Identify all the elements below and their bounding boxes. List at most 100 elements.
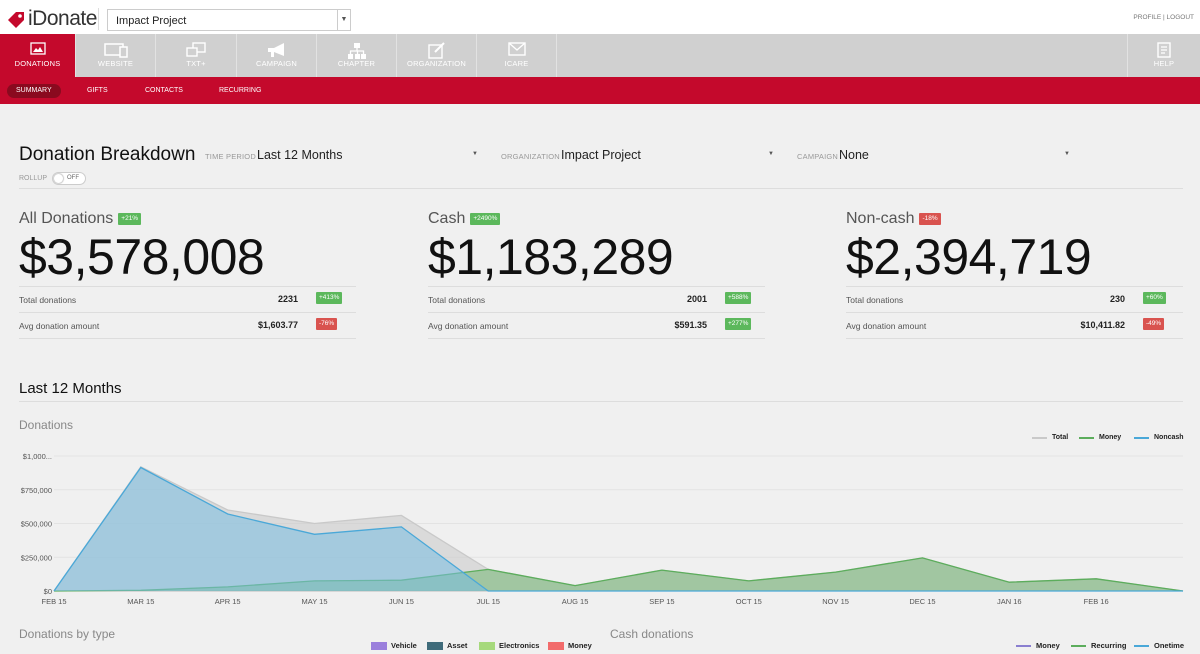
line-noncash xyxy=(53,466,1183,592)
x-tick-label: FEB 16 xyxy=(1084,597,1109,606)
page-title: Donation Breakdown xyxy=(19,144,196,165)
subnav-gifts[interactable]: GIFTS xyxy=(87,87,108,94)
nav-website[interactable]: WEBSITE xyxy=(76,34,156,77)
legend-noncash[interactable]: Noncash xyxy=(1134,434,1184,441)
row-divider xyxy=(19,338,356,339)
chevron-down-icon: ▼ xyxy=(768,151,774,157)
divider xyxy=(19,188,1183,189)
logo-tag-icon xyxy=(6,9,26,29)
organization-select[interactable]: Impact Project xyxy=(561,148,641,162)
rollup-label: ROLLUP xyxy=(19,175,48,182)
row-value: $10,411.82 xyxy=(1080,320,1125,330)
time-period-select[interactable]: Last 12 Months xyxy=(257,148,343,162)
divider xyxy=(98,8,99,30)
row-badge: +60% xyxy=(1143,292,1166,304)
legend-total[interactable]: Total xyxy=(1032,434,1068,441)
nav-chapter[interactable]: CHAPTER xyxy=(317,34,397,77)
subnav-recurring[interactable]: RECURRING xyxy=(219,87,262,94)
nav-label: TXT+ xyxy=(186,59,206,68)
nav-txt[interactable]: TXT+ xyxy=(156,34,237,77)
row-divider xyxy=(846,338,1183,339)
nav-icare[interactable]: ICARE xyxy=(477,34,557,77)
subnav-contacts[interactable]: CONTACTS xyxy=(145,87,183,94)
document-icon xyxy=(1157,42,1171,60)
legend-money-type[interactable]: Money xyxy=(548,641,592,650)
hierarchy-icon xyxy=(347,42,367,62)
legend-swatch xyxy=(1134,644,1149,647)
row-label: Total donations xyxy=(19,295,77,305)
row-label: Avg donation amount xyxy=(428,321,509,331)
x-tick-label: NOV 15 xyxy=(822,597,849,606)
nav-organization[interactable]: ORGANIZATION xyxy=(397,34,477,77)
chevron-down-icon: ▼ xyxy=(1064,151,1070,157)
legend-swatch xyxy=(371,641,387,650)
legend-cash-money[interactable]: Money xyxy=(1016,641,1060,650)
row-label: Avg donation amount xyxy=(19,321,100,331)
campaign-select[interactable]: None xyxy=(839,148,869,162)
x-tick-label: AUG 15 xyxy=(562,597,589,606)
subnav-summary[interactable]: SUMMARY xyxy=(7,84,61,98)
rollup: ROLLUP OFF xyxy=(19,172,87,185)
legend-money[interactable]: Money xyxy=(1079,434,1121,441)
legend-electronics[interactable]: Electronics xyxy=(479,641,539,650)
legend-swatch xyxy=(1079,436,1094,439)
legend-label: Recurring xyxy=(1091,641,1127,650)
legend-label: Vehicle xyxy=(391,641,417,650)
stat-amount: $2,394,719 xyxy=(846,229,1092,285)
row-value: 230 xyxy=(1109,294,1125,304)
y-tick-label: $500,000 xyxy=(21,520,52,529)
row-value: 2231 xyxy=(277,294,298,304)
x-tick-label: MAR 15 xyxy=(127,597,154,606)
nav-donations[interactable]: DONATIONS xyxy=(0,34,76,77)
row-badge: -76% xyxy=(316,318,338,330)
total-donations-row: Total donations 2231 +413% xyxy=(19,286,356,312)
megaphone-icon xyxy=(266,42,288,60)
main-nav: DONATIONS WEBSITE TXT+ CAMPAIGN CHAPTER … xyxy=(0,34,1200,77)
area-noncash xyxy=(54,467,1183,591)
row-divider xyxy=(428,338,765,339)
rollup-toggle[interactable]: OFF xyxy=(52,172,87,185)
legend-vehicle[interactable]: Vehicle xyxy=(371,641,417,650)
logo[interactable]: iDonate xyxy=(6,6,97,32)
legend-swatch xyxy=(427,641,443,650)
devices-icon xyxy=(103,42,129,60)
profile-link[interactable]: PROFILE xyxy=(1133,14,1162,21)
donations-chart: $0 $250,000 $500,000 $750,000 $1,000... FEB 1… xyxy=(21,452,1184,606)
project-select[interactable]: Impact Project ▼ xyxy=(107,9,351,31)
nav-help[interactable]: HELP xyxy=(1127,34,1200,77)
chat-icon xyxy=(186,42,206,62)
main-content: Donation Breakdown TIME PERIOD Last 12 M… xyxy=(0,104,1200,654)
legend-label: Total xyxy=(1052,434,1069,441)
x-tick-label: APR 15 xyxy=(215,597,241,606)
row-value: $591.35 xyxy=(674,320,707,330)
row-badge: -49% xyxy=(1143,318,1165,330)
legend-label: Money xyxy=(568,641,592,650)
x-tick-label: JUL 15 xyxy=(476,597,500,606)
stat-non-cash: Non-cash -18% $2,394,719 Total donations 2… xyxy=(846,210,1183,339)
logout-link[interactable]: LOGOUT xyxy=(1166,14,1194,21)
logo-text: iDonate xyxy=(28,7,97,30)
row-label: Total donations xyxy=(846,295,904,305)
avg-donation-row: Avg donation amount $1,603.77 -76% xyxy=(19,312,356,338)
nav-campaign[interactable]: CAMPAIGN xyxy=(237,34,317,77)
mail-icon xyxy=(507,42,526,58)
y-tick-label: $250,000 xyxy=(21,553,52,562)
nav-label: DONATIONS xyxy=(14,59,61,68)
separator: | xyxy=(1161,14,1167,21)
legend-asset[interactable]: Asset xyxy=(427,641,467,650)
chevron-down-icon: ▼ xyxy=(472,151,478,157)
x-tick-label: JUN 15 xyxy=(389,597,414,606)
x-tick-label: OCT 15 xyxy=(736,597,762,606)
stat-cash: Cash +2490% $1,183,289 Total donations 200… xyxy=(428,210,765,339)
stat-title: Cash xyxy=(428,210,466,227)
x-tick-label: MAY 15 xyxy=(302,597,328,606)
legend-cash-recurring[interactable]: Recurring xyxy=(1071,641,1126,650)
account-links: PROFILE | LOGOUT xyxy=(1133,14,1194,21)
legend-cash-onetime[interactable]: Onetime xyxy=(1134,641,1184,650)
y-tick-label: $0 xyxy=(44,587,52,596)
top-bar: iDonate Impact Project ▼ PROFILE | LOGOU… xyxy=(0,0,1200,34)
nav-label: ORGANIZATION xyxy=(407,59,466,68)
image-icon xyxy=(29,42,46,57)
stat-amount: $1,183,289 xyxy=(428,229,674,285)
stat-badge: -18% xyxy=(919,213,941,225)
